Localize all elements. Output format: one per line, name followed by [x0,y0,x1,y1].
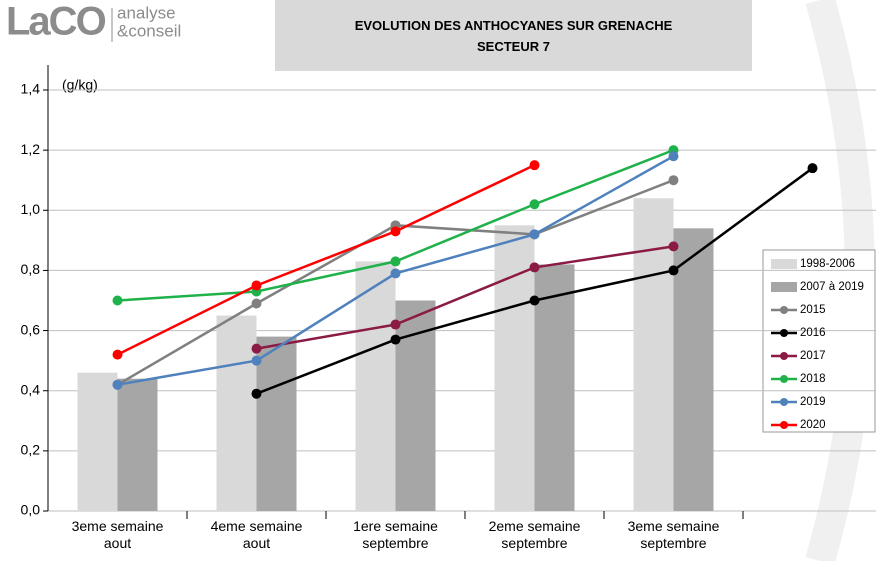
bar [395,300,436,511]
legend-label: 2007 à 2019 [800,281,864,293]
line [256,245,674,350]
x-tick-label: 4eme semaine aout [210,518,303,551]
point [251,388,262,399]
bar [117,378,158,511]
bar [256,336,297,511]
point [529,160,540,171]
y-tick-label: 0,8 [21,261,41,277]
y-tick-label: 1,4 [21,81,41,97]
point [112,379,123,390]
legend-swatch [780,421,788,429]
point [529,295,540,306]
legend-label: 2015 [800,304,826,316]
point [251,298,262,309]
x-tick-label: 3eme semaine septembre [627,518,720,551]
y-tick-label: 0,6 [21,321,41,337]
legend-swatch [780,306,788,314]
y-tick-label: 1,0 [21,201,41,217]
legend-label: 2020 [800,419,826,431]
legend-swatch [771,282,797,292]
bar [77,372,118,511]
bar [355,261,396,511]
point [529,199,540,210]
y-tick-label: 1,2 [21,141,41,157]
point [390,319,401,330]
point [251,280,262,291]
point [668,265,679,276]
bar [216,315,257,511]
logo-line2: &conseil [117,21,181,40]
point [390,268,401,279]
x-tick-label: 3eme semaine aout [71,518,164,551]
y-unit: (g/kg) [62,77,98,93]
legend-swatch [780,329,788,337]
point [668,175,679,186]
point [668,241,679,252]
bar [673,228,714,512]
line [116,164,536,356]
y-tick-label: 0,4 [21,381,41,397]
point [112,295,123,306]
point [807,163,818,174]
y-tick-label: 0,0 [21,502,41,518]
point [390,256,401,267]
point [251,343,262,354]
legend-label: 2017 [800,350,826,362]
point [390,334,401,345]
legend-label: 1998-2006 [800,258,855,270]
chart-title: EVOLUTION DES ANTHOCYANES SUR GRENACHE S… [275,0,752,71]
legend-swatch [771,259,797,269]
logo-line1: analyse [117,3,176,22]
logo-brand: LaCO [6,0,106,44]
legend-label: 2018 [800,373,826,385]
legend-swatch [780,375,788,383]
bar [534,264,575,511]
x-tick-label: 1ere semaine septembre [353,518,438,551]
point [112,349,123,360]
point [668,151,679,162]
point [529,262,540,273]
legend-swatch [780,352,788,360]
legend-label: 2016 [800,327,826,339]
bar [494,225,535,512]
point [251,355,262,366]
legend-swatch [780,398,788,406]
point [529,229,540,240]
legend-label: 2019 [800,396,826,408]
x-tick-label: 2eme semaine septembre [488,518,581,551]
bar [633,198,674,511]
point [390,226,401,237]
y-tick-label: 0,2 [21,442,41,458]
